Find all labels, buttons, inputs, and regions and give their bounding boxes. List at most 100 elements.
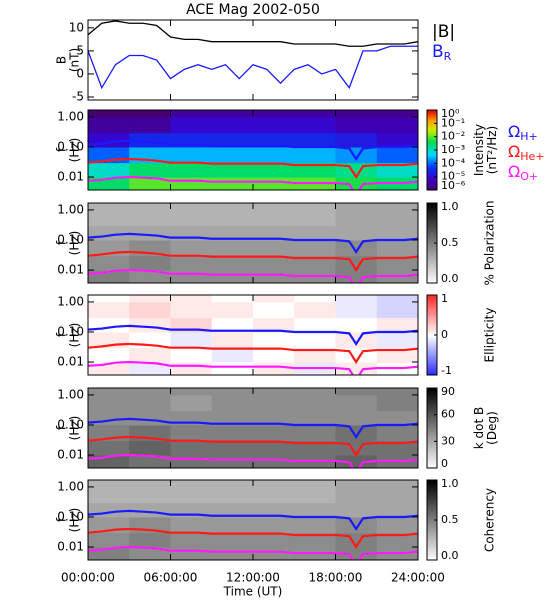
colorbar-swatch xyxy=(427,263,437,266)
heatmap-cell xyxy=(294,225,336,241)
heatmap-cell xyxy=(294,410,336,426)
ion-cyclotron-line xyxy=(88,545,418,560)
colorbar-swatch xyxy=(427,313,437,316)
colorbar-swatch xyxy=(427,508,437,511)
colorbar-swatch xyxy=(427,502,437,505)
colorbar-tick-label: 10⁻⁴ xyxy=(441,156,466,169)
colorbar-swatch xyxy=(427,522,437,525)
colorbar-swatch xyxy=(427,398,437,401)
colorbar-tick-label: 10⁻¹ xyxy=(441,116,465,129)
colorbar-swatch xyxy=(427,184,437,187)
heatmap-cell xyxy=(253,440,295,456)
legend-label: BR xyxy=(432,42,452,63)
heatmap-cell xyxy=(253,480,295,488)
heatmap-cell xyxy=(376,203,418,211)
heatmap-cell xyxy=(335,146,378,164)
heatmap-cell xyxy=(88,301,130,319)
colorbar-swatch xyxy=(427,166,437,169)
heatmap-cell xyxy=(170,532,213,548)
colorbar-swatch xyxy=(427,269,437,272)
ion-cyclotron-line xyxy=(88,527,418,550)
heatmap-cell xyxy=(211,110,254,118)
colorbar-swatch xyxy=(427,237,437,240)
heatmap-cell xyxy=(253,209,295,227)
heatmap-cell xyxy=(253,516,295,534)
colorbar-swatch xyxy=(427,530,437,533)
colorbar-swatch xyxy=(427,168,437,171)
colorbar-swatch xyxy=(427,408,437,411)
heatmap-cell xyxy=(211,331,254,349)
colorbar-swatch xyxy=(427,170,437,173)
colorbar-swatch xyxy=(427,217,437,220)
ion-cyclotron-line xyxy=(88,360,418,375)
heatmap-cell xyxy=(211,347,254,363)
ion-cyclotron-line xyxy=(88,453,418,468)
heatmap-cell xyxy=(376,486,418,504)
ion-legend-subscript: O+ xyxy=(520,170,538,183)
colorbar-swatch xyxy=(427,510,437,513)
heatmap-cell xyxy=(129,255,171,271)
heatmap-cell xyxy=(294,480,336,488)
heatmap-cell xyxy=(376,132,418,148)
colorbar-swatch xyxy=(427,536,437,539)
colorbar-swatch xyxy=(427,506,437,509)
y-tick-label: 0.10 xyxy=(57,232,84,246)
heatmap-cell xyxy=(129,388,171,396)
heatmap-cell xyxy=(129,547,171,560)
heatmap-cell xyxy=(294,388,336,396)
plot-area xyxy=(88,203,418,283)
colorbar-swatch xyxy=(427,400,437,403)
y-axis-label: (Hz) xyxy=(68,416,82,441)
heatmap-cell xyxy=(335,239,378,257)
heatmap-cell xyxy=(129,394,171,412)
y-tick-label: 1.00 xyxy=(57,109,84,123)
colorbar-swatch xyxy=(427,341,437,344)
heatmap-cell xyxy=(170,203,213,211)
colorbar-swatch xyxy=(427,367,437,370)
plot-area xyxy=(88,388,418,468)
colorbar-swatch xyxy=(427,416,437,419)
colorbar-swatch xyxy=(427,251,437,254)
heatmap-cell xyxy=(376,162,418,178)
colorbar-swatch xyxy=(427,146,437,149)
heatmap-cell xyxy=(253,317,295,333)
heatmap-cell xyxy=(170,162,213,178)
colorbar-swatch xyxy=(427,512,437,515)
colorbar-swatch xyxy=(427,484,437,487)
heatmap-cell xyxy=(129,532,171,548)
line-series xyxy=(88,45,418,90)
colorbar-label: (Deg) xyxy=(485,411,499,445)
colorbar-swatch xyxy=(427,480,437,483)
heatmap-cell xyxy=(88,203,130,211)
heatmap-cell xyxy=(335,331,378,349)
heatmap-cell xyxy=(335,209,378,227)
ion-legend-subscript: H+ xyxy=(520,130,538,143)
colorbar-swatch xyxy=(427,450,437,453)
heatmap-cell xyxy=(335,295,378,303)
heatmap-cell xyxy=(170,480,213,488)
colorbar-swatch xyxy=(427,116,437,119)
heatmap-cell xyxy=(253,116,295,134)
heatmap-cell xyxy=(88,410,130,426)
heatmap-cell xyxy=(129,110,171,118)
heatmap-cell xyxy=(253,255,295,271)
heatmap-cell xyxy=(376,480,418,488)
colorbar-swatch xyxy=(427,138,437,141)
colorbar-swatch xyxy=(427,124,437,127)
ion-cyclotron-line xyxy=(88,139,418,161)
colorbar-swatch xyxy=(427,317,437,320)
colorbar-swatch xyxy=(427,430,437,433)
ion-legend-name: Ω xyxy=(508,122,520,141)
heatmap-cell xyxy=(335,177,378,190)
colorbar-swatch xyxy=(427,339,437,342)
colorbar-swatch xyxy=(427,458,437,461)
heatmap-cell xyxy=(335,502,378,518)
heatmap-cell xyxy=(376,146,418,164)
x-tick-label: 24:00:00 xyxy=(391,571,445,585)
colorbar-swatch xyxy=(427,390,437,393)
heatmap-cell xyxy=(211,394,254,412)
colorbar-swatch xyxy=(427,323,437,326)
colorbar-swatch xyxy=(427,432,437,435)
heatmap-cell xyxy=(170,347,213,363)
